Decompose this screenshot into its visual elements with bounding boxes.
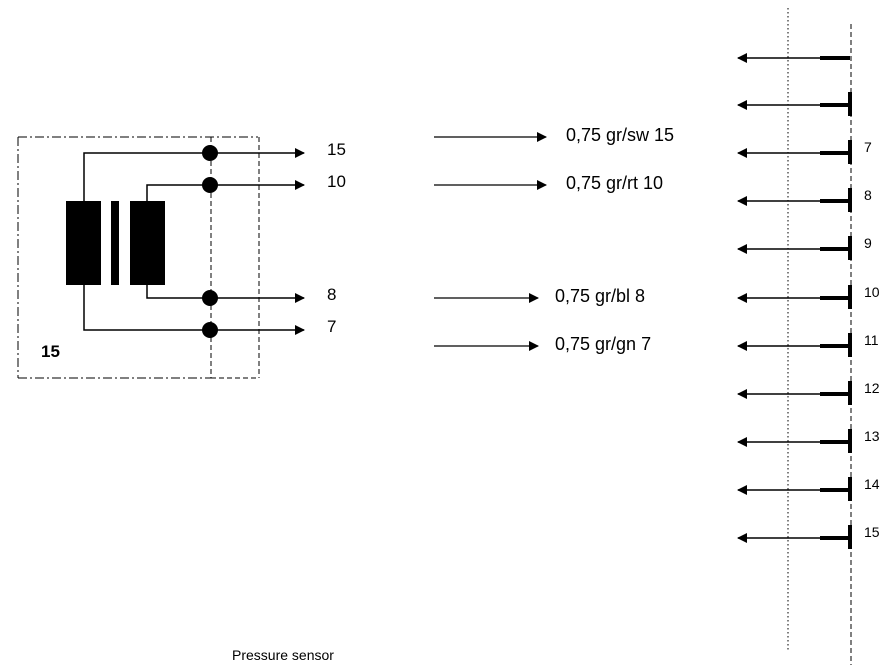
device-number-label: 15	[41, 342, 60, 361]
junction-dots	[202, 145, 218, 338]
connector-pin-number: 9	[864, 235, 872, 251]
diagram-caption: Pressure sensor	[232, 647, 334, 663]
device-pin-label: 8	[327, 285, 337, 304]
wire-arrows	[434, 132, 547, 351]
sensor-element	[66, 201, 165, 285]
connector-pin-number: 7	[864, 139, 872, 155]
connector-pin-number: 12	[864, 380, 880, 396]
wire-label: 0,75 gr/bl 8	[555, 286, 646, 306]
wire-label: 0,75 gr/gn 7	[555, 334, 652, 354]
device-pin-label: 7	[327, 317, 337, 336]
device-pin-label: 15	[327, 140, 346, 159]
internal-wiring	[83, 152, 210, 331]
connector-pin-number: 11	[864, 332, 879, 348]
sensor-connector-outline	[210, 137, 260, 379]
device-pin-label: 10	[327, 172, 346, 191]
device-output-arrows	[210, 148, 305, 335]
connector-pin-number: 14	[864, 476, 880, 492]
connector-pin-number: 15	[864, 524, 880, 540]
wire-label: 0,75 gr/sw 15	[566, 125, 675, 145]
connector-pin-number: 8	[864, 187, 872, 203]
connector-pin-number: 10	[864, 284, 880, 300]
sensor-housing	[17, 136, 258, 379]
connector-pin-number: 13	[864, 428, 880, 444]
connector-pins	[737, 53, 852, 549]
wire-label: 0,75 gr/rt 10	[566, 173, 664, 193]
